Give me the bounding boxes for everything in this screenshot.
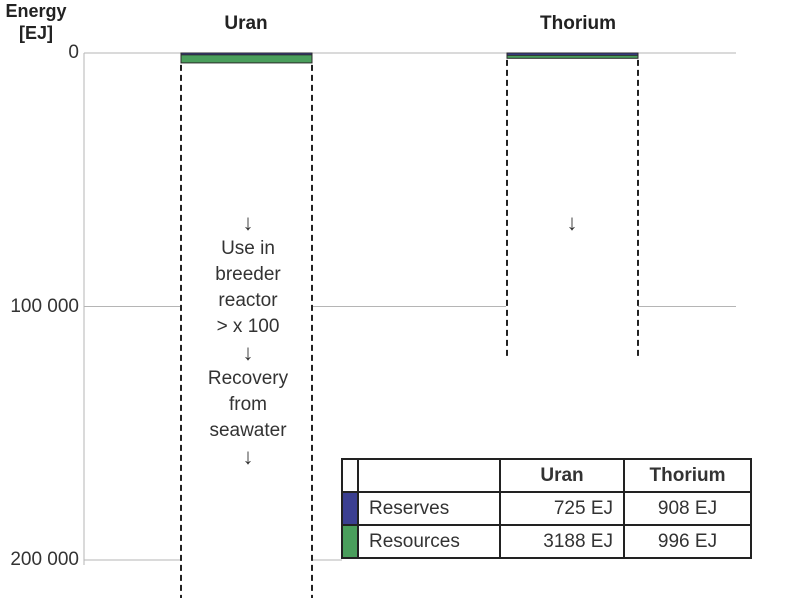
legend-swatch-resources	[341, 524, 359, 559]
uran-annotation: ↓ Use in breeder reactor > x 100 ↓ Recov…	[208, 210, 288, 470]
y-tick-label-200000: 200 000	[10, 549, 79, 570]
data-table: Uran Thorium Reserves 725 EJ 908 EJ Reso…	[341, 458, 752, 559]
table-header-blank	[357, 458, 501, 493]
table-header-uran: Uran	[499, 458, 625, 493]
table-row: Resources 3188 EJ 996 EJ	[341, 524, 752, 559]
y-axis-label-line-2: [EJ]	[18, 23, 53, 43]
legend-label-reserves: Reserves	[357, 491, 501, 526]
annotation-text: reactor	[218, 290, 278, 311]
annotation-text: Use in	[221, 238, 275, 259]
annotation-text: Recovery	[207, 368, 289, 389]
y-axis-label-line-1: Energy	[5, 1, 67, 21]
category-label-thorium: Thorium	[540, 13, 616, 34]
category-label-uran: Uran	[224, 13, 268, 34]
table-row: Reserves 725 EJ 908 EJ	[341, 491, 752, 526]
bar-uran-resources	[180, 54, 313, 64]
annotation-text: seawater	[209, 420, 287, 441]
y-tick-label-100000: 100 000	[10, 296, 79, 317]
table-header-row: Uran Thorium	[341, 458, 752, 493]
y-axis-label: Energy [EJ]	[0, 0, 72, 44]
annotation-text: from	[229, 394, 267, 415]
legend-swatch-reserves	[341, 491, 359, 526]
y-tick-label-0: 0	[68, 42, 79, 63]
down-arrow-icon: ↓	[566, 210, 578, 235]
annotation-text: breeder	[215, 264, 281, 285]
table-cell-resources-thorium: 996 EJ	[623, 524, 752, 559]
down-arrow-icon: ↓	[242, 340, 254, 365]
annotation-text: > x 100	[216, 316, 280, 337]
thorium-annotation: ↓	[567, 210, 578, 236]
table-cell-reserves-uran: 725 EJ	[499, 491, 625, 526]
down-arrow-icon: ↓	[242, 444, 254, 469]
legend-label-resources: Resources	[357, 524, 501, 559]
table-cell-reserves-thorium: 908 EJ	[623, 491, 752, 526]
table-header-thorium: Thorium	[623, 458, 752, 493]
table-header-swatch	[341, 458, 359, 493]
bar-thorium-resources	[506, 54, 639, 59]
table-cell-resources-uran: 3188 EJ	[499, 524, 625, 559]
down-arrow-icon: ↓	[242, 210, 254, 235]
